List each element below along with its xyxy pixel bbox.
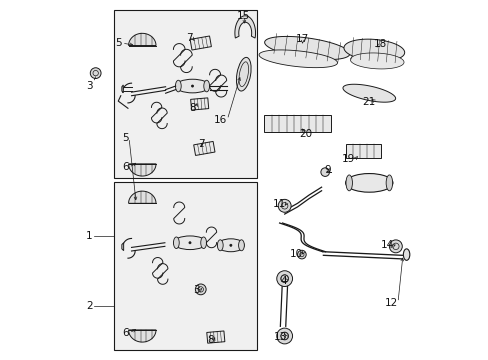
Ellipse shape [201, 237, 206, 248]
Text: 13: 13 [273, 332, 286, 342]
Text: 15: 15 [237, 11, 250, 21]
Polygon shape [234, 16, 255, 38]
Ellipse shape [346, 175, 352, 191]
Ellipse shape [386, 175, 392, 191]
Bar [113, 10, 257, 178]
Text: 5: 5 [115, 38, 122, 48]
Ellipse shape [403, 249, 409, 260]
Text: 7: 7 [197, 139, 204, 149]
Polygon shape [346, 144, 380, 158]
Circle shape [297, 250, 305, 259]
Circle shape [320, 168, 329, 176]
Text: 10: 10 [289, 248, 302, 258]
Text: 6: 6 [122, 162, 129, 172]
Polygon shape [128, 164, 156, 176]
Text: 8: 8 [189, 103, 196, 113]
Text: 11: 11 [272, 199, 285, 210]
Ellipse shape [173, 236, 206, 249]
Polygon shape [343, 39, 404, 61]
Circle shape [229, 244, 231, 246]
Text: 12: 12 [384, 298, 397, 308]
Polygon shape [128, 191, 156, 203]
Circle shape [191, 85, 193, 87]
Text: 18: 18 [373, 40, 386, 49]
Text: 3: 3 [86, 81, 93, 91]
Text: 4: 4 [280, 276, 286, 286]
Polygon shape [264, 115, 330, 132]
Circle shape [278, 199, 290, 212]
Text: 6: 6 [122, 328, 129, 338]
Circle shape [388, 240, 402, 253]
Ellipse shape [175, 79, 209, 93]
Polygon shape [349, 53, 403, 69]
Circle shape [195, 284, 206, 295]
Circle shape [276, 271, 292, 287]
Text: 7: 7 [185, 33, 192, 43]
Text: 14: 14 [380, 240, 394, 250]
Ellipse shape [238, 240, 244, 251]
Polygon shape [206, 331, 224, 343]
Polygon shape [342, 84, 395, 102]
Polygon shape [190, 98, 208, 110]
Ellipse shape [217, 239, 244, 252]
Polygon shape [128, 330, 156, 342]
Polygon shape [122, 85, 123, 93]
Text: 20: 20 [299, 129, 312, 139]
Text: 5: 5 [122, 133, 129, 143]
Ellipse shape [203, 80, 209, 92]
Text: 3: 3 [193, 285, 199, 296]
Ellipse shape [236, 57, 251, 91]
Text: 19: 19 [341, 154, 354, 164]
Text: 1: 1 [86, 231, 93, 240]
Circle shape [276, 328, 292, 344]
Polygon shape [122, 243, 123, 251]
Polygon shape [259, 50, 337, 68]
Polygon shape [128, 33, 156, 45]
Polygon shape [193, 141, 215, 156]
Polygon shape [264, 36, 349, 60]
Circle shape [90, 68, 101, 78]
Text: 17: 17 [295, 35, 308, 44]
Text: 9: 9 [324, 165, 330, 175]
Polygon shape [190, 36, 211, 50]
Text: 16: 16 [214, 115, 227, 125]
Ellipse shape [173, 237, 179, 248]
Text: 21: 21 [362, 97, 375, 107]
Ellipse shape [175, 80, 181, 92]
Bar [113, 182, 257, 350]
Ellipse shape [345, 174, 392, 192]
Circle shape [188, 242, 191, 244]
Text: 8: 8 [207, 334, 214, 345]
Text: 2: 2 [86, 301, 93, 311]
Ellipse shape [217, 240, 223, 251]
